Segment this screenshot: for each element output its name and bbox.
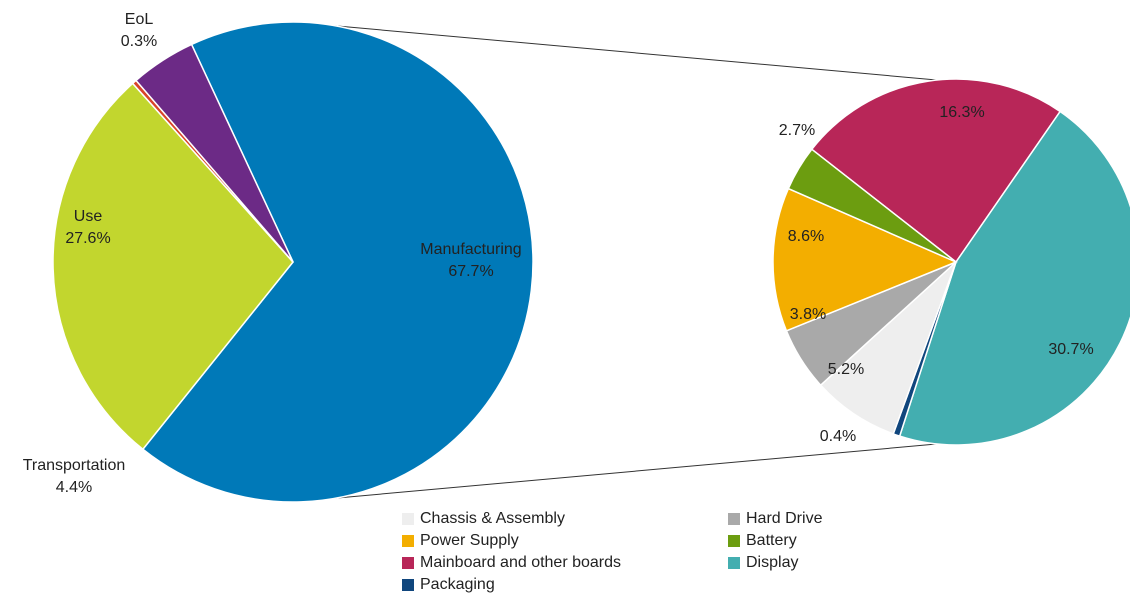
legend-label: Chassis & Assembly xyxy=(420,510,565,527)
label-eol: EoL 0.3% xyxy=(121,11,157,50)
legend-swatch xyxy=(402,557,414,569)
breakout-connector-lines xyxy=(314,23,971,501)
legend-label: Power Supply xyxy=(420,532,519,549)
legend-item-display: Display xyxy=(728,552,798,574)
slice-use xyxy=(52,82,294,451)
label-display: 30.7% xyxy=(1048,341,1093,358)
label-battery: 2.7% xyxy=(779,122,815,139)
slice-transportation xyxy=(134,43,294,263)
legend-swatch xyxy=(402,513,414,525)
slice-labels: Manufacturing 67.7% Use 27.6% EoL 0.3% Transpo… xyxy=(23,11,1094,496)
label-manufacturing: Manufacturing 67.7% xyxy=(420,241,521,280)
legend-label: Packaging xyxy=(420,576,495,593)
label-hard-drive: 3.8% xyxy=(790,306,826,323)
main-pie xyxy=(52,21,534,503)
legend-item-hard-drive: Hard Drive xyxy=(728,508,822,530)
slice-power-supply xyxy=(772,187,958,332)
legend-label: Display xyxy=(746,554,799,571)
legend-swatch xyxy=(402,535,414,547)
slice-battery xyxy=(787,148,957,263)
legend-item-chassis: Chassis & Assembly xyxy=(402,508,565,530)
legend-item-packaging: Packaging xyxy=(402,574,495,596)
legend-item-power-supply: Power Supply xyxy=(402,530,519,552)
label-power-supply: 8.6% xyxy=(788,228,824,245)
label-packaging: 0.4% xyxy=(820,428,856,445)
manufacturing-breakdown-pie xyxy=(772,78,1130,446)
legend-label: Battery xyxy=(746,532,797,549)
connector-line-bottom xyxy=(314,440,971,501)
slice-mainboard-and-other-boards xyxy=(810,78,1062,264)
slice-manufacturing xyxy=(141,21,534,503)
legend-swatch xyxy=(402,579,414,591)
legend-item-mainboard: Mainboard and other boards xyxy=(402,552,621,574)
legend-swatch xyxy=(728,513,740,525)
label-chassis-assembly: 5.2% xyxy=(828,361,864,378)
connector-line-top xyxy=(314,23,971,84)
label-transportation: Transportation 4.4% xyxy=(23,457,126,496)
label-use: Use 27.6% xyxy=(65,208,110,247)
legend-item-battery: Battery xyxy=(728,530,797,552)
legend-label: Mainboard and other boards xyxy=(420,554,622,571)
label-mainboard-and-other-boards: 16.3% xyxy=(939,104,984,121)
slice-display xyxy=(898,110,1130,446)
legend-label: Hard Drive xyxy=(746,510,823,527)
legend-swatch xyxy=(728,557,740,569)
legend-swatch xyxy=(728,535,740,547)
